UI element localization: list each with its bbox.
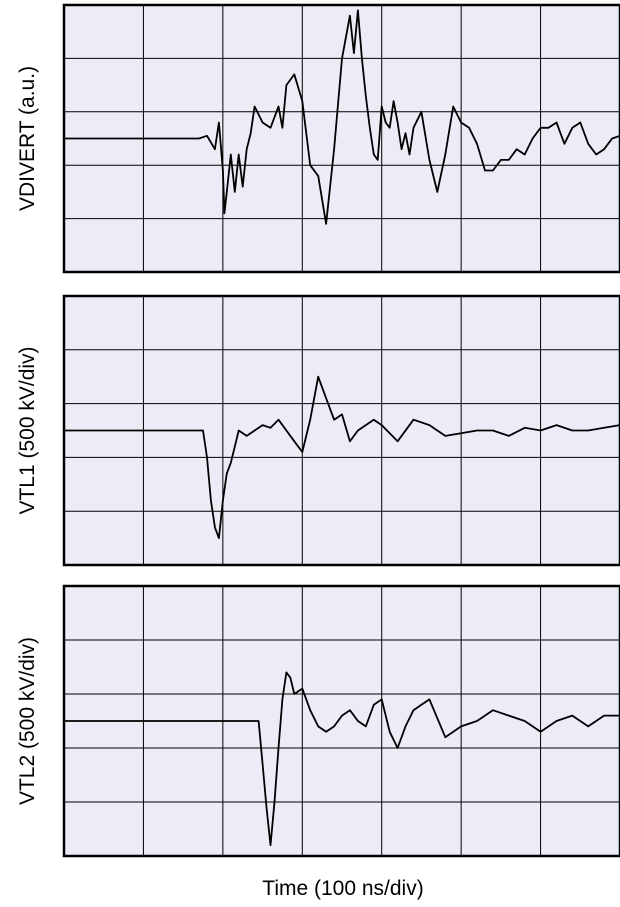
- x-axis-label: Time (100 ns/div): [262, 877, 423, 900]
- y-axis-label-vtl2: VTL2 (500 kV/div): [16, 637, 39, 805]
- panel-vdivert: VDIVERT (a.u.): [16, 3, 620, 274]
- panel-vtl1: VTL1 (500 kV/div): [16, 294, 620, 567]
- trace-vtl2: [64, 671, 620, 847]
- trace-vtl1: [64, 375, 620, 539]
- y-axis-label-vtl1: VTL1 (500 kV/div): [16, 346, 39, 514]
- trace-vdivert: [64, 9, 620, 225]
- panel-vtl2: VTL2 (500 kV/div): [16, 584, 620, 858]
- y-axis-label-vdivert: VDIVERT (a.u.): [16, 66, 39, 211]
